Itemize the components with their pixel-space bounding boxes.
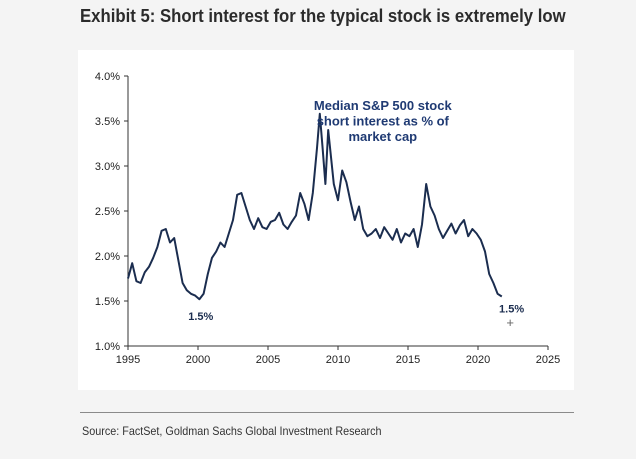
series-annotation-line: Median S&P 500 stock bbox=[314, 98, 453, 113]
y-tick-label: 2.5% bbox=[95, 206, 120, 218]
x-tick-label: 1995 bbox=[116, 354, 140, 366]
exhibit-title: Exhibit 5: Short interest for the typica… bbox=[80, 6, 566, 26]
y-tick-label: 1.5% bbox=[95, 296, 120, 308]
chart-axes bbox=[124, 75, 549, 350]
value-callout: 1.5% bbox=[499, 304, 524, 316]
line-chart: 1.0% 1.5% 2.0% 2.5% 3.0% 3.5% 4.0% 1995 2000 2005… bbox=[95, 71, 560, 366]
series-annotation-line: market cap bbox=[348, 129, 417, 144]
footer-divider bbox=[80, 412, 574, 413]
x-tick-label: 2020 bbox=[466, 354, 490, 366]
short-interest-line bbox=[127, 112, 503, 301]
y-tick-label: 4.0% bbox=[95, 71, 120, 83]
x-tick-label: 2005 bbox=[256, 354, 280, 366]
value-callout: 1.5% bbox=[188, 311, 213, 323]
y-tick-label: 2.0% bbox=[95, 251, 120, 263]
chart-tick-labels: 1.0% 1.5% 2.0% 2.5% 3.0% 3.5% 4.0% 1995 2000 2005… bbox=[95, 71, 560, 366]
series-annotation-line: short interest as % of bbox=[317, 114, 450, 129]
x-tick-label: 2015 bbox=[396, 354, 420, 366]
y-tick-label: 3.0% bbox=[95, 161, 120, 173]
y-tick-label: 1.0% bbox=[95, 341, 120, 353]
x-tick-label: 2025 bbox=[536, 354, 560, 366]
chart-panel: 1.0% 1.5% 2.0% 2.5% 3.0% 3.5% 4.0% 1995 2000 2005… bbox=[78, 50, 574, 390]
y-tick-label: 3.5% bbox=[95, 116, 120, 128]
x-tick-label: 2000 bbox=[186, 354, 210, 366]
x-tick-label: 2010 bbox=[326, 354, 350, 366]
marker-plus: + bbox=[506, 315, 514, 330]
chart-series bbox=[127, 112, 503, 301]
source-note: Source: FactSet, Goldman Sachs Global In… bbox=[82, 424, 382, 438]
